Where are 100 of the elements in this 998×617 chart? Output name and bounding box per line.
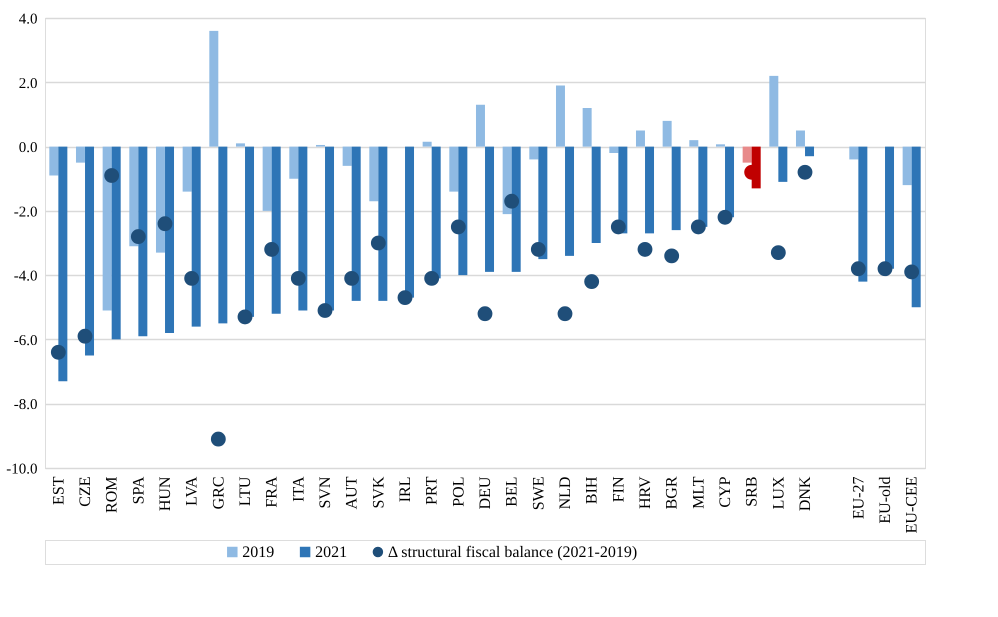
point [238,310,252,324]
bar [102,146,112,310]
bar [902,146,912,186]
point [718,210,732,225]
bar [262,146,272,211]
legend-label: Δ structural fiscal balance (2021-2019) [388,544,638,561]
point [610,220,626,234]
point [264,242,280,257]
point [638,242,652,257]
bar [912,146,921,308]
bar [805,146,814,156]
bar [556,86,565,147]
y-tick-label: -10.0 [6,462,38,478]
bar [378,146,388,301]
bar [512,146,521,272]
bar [352,146,361,301]
bar [592,146,601,243]
bar [432,146,441,278]
x-tick-label: FIN [610,476,628,502]
x-tick-label: BGR [664,476,681,510]
x-tick-label: EU-old [877,476,894,524]
x-tick-label: SRB [744,476,761,507]
x-tick-label: EU-CEE [904,476,921,534]
bar [272,146,281,314]
x-tick-label: DEU [477,476,494,510]
bar [76,146,85,163]
point [504,194,520,209]
point [370,236,386,250]
point [690,220,706,234]
bar [565,146,574,256]
bar [582,108,592,147]
bar [218,146,228,324]
point [50,344,66,360]
y-tick-label: 0.0 [18,140,38,156]
x-tick-label: MLT [690,476,708,509]
bar [209,30,218,147]
point [904,264,920,280]
bar [236,143,245,147]
x-tick-label: LVA [184,476,201,506]
point [878,261,892,276]
bar [325,146,334,310]
x-tick-label: BIH [584,476,601,504]
bar [538,146,548,260]
x-tick-label: ITA [290,476,308,502]
x-tick-label: BEL [504,476,521,507]
x-tick-label: SVK [370,476,388,509]
point [770,245,786,260]
bar [485,146,494,272]
bar [112,146,121,340]
bar [529,146,538,160]
y-tick-label: -6.0 [14,332,38,349]
x-tick-label: CZE [77,476,94,507]
bar [289,146,298,179]
point [210,432,226,446]
y-tick-label: 4.0 [18,12,38,28]
bar [165,146,174,333]
x-tick-label: SVN [317,476,334,509]
x-tick-label: NLD [557,476,574,510]
point [290,270,306,286]
bar [796,130,805,147]
bar [662,120,672,147]
bar [138,146,148,336]
point [130,229,146,244]
x-tick-label: AUT [344,476,361,510]
bar [689,140,698,147]
point [850,261,866,276]
x-tick-label: ROM [104,476,121,513]
x-tick-label: IRL [397,476,414,502]
point [318,303,332,318]
point [798,164,812,180]
x-tick-label: LUX [770,476,788,510]
point [184,270,200,286]
point [424,270,440,286]
bar [298,146,308,310]
legend-label: 2019 [242,544,274,561]
x-tick-label: EU-27 [850,476,868,520]
x-tick-label: SPA [130,476,148,504]
bar [405,146,414,298]
point [398,290,412,306]
bar [849,146,858,160]
x-tick-label: GRC [210,476,228,510]
bar [342,146,352,166]
bar [192,146,201,327]
x-tick-label: EST [50,476,68,505]
point [78,328,92,344]
x-tick-label: PRT [424,476,441,505]
bar [769,76,778,147]
bar [885,146,894,269]
legend-label: 2021 [315,544,348,561]
y-tick-label: -2.0 [14,204,38,220]
x-tick-label: DNK [797,476,814,512]
bar [645,146,654,234]
x-tick-label: HRV [637,476,654,509]
bar [369,146,378,202]
point [478,306,492,322]
x-tick-label: CYP [717,476,734,508]
point [558,306,572,322]
bar [476,104,485,147]
bar [698,146,708,227]
x-tick-label: POL [450,476,468,507]
